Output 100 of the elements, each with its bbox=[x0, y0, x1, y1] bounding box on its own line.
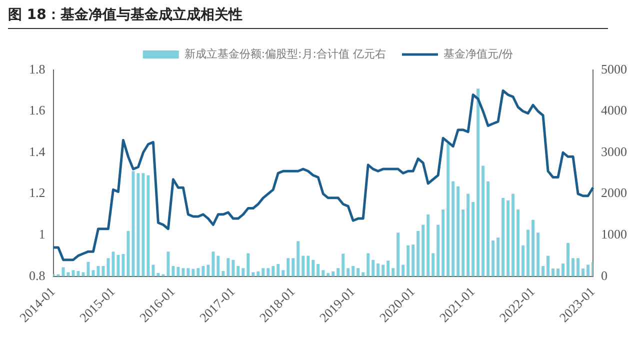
bar bbox=[232, 260, 235, 276]
bar bbox=[156, 273, 160, 276]
bar bbox=[176, 266, 180, 276]
bar bbox=[312, 260, 315, 276]
bar bbox=[226, 258, 230, 276]
bar bbox=[216, 256, 220, 276]
bar bbox=[582, 268, 585, 276]
y2-tick-label: 2000 bbox=[601, 185, 627, 200]
y2-tick-label: 5000 bbox=[601, 61, 627, 76]
y-tick-label: 1.6 bbox=[29, 102, 46, 118]
bar bbox=[422, 224, 425, 276]
bar bbox=[236, 266, 240, 276]
bar bbox=[292, 258, 295, 276]
bar bbox=[196, 268, 200, 276]
bar bbox=[206, 264, 210, 276]
bar bbox=[246, 253, 250, 276]
y2-tick-label: 1000 bbox=[601, 226, 627, 242]
legend-label: 基金净值元/份 bbox=[443, 47, 514, 60]
bar bbox=[346, 268, 350, 276]
bar bbox=[256, 271, 260, 276]
bar bbox=[412, 244, 415, 276]
bar bbox=[356, 268, 360, 276]
bar bbox=[486, 181, 490, 276]
bar bbox=[366, 253, 370, 276]
bar bbox=[492, 240, 495, 276]
bar bbox=[252, 272, 255, 276]
bar bbox=[402, 264, 405, 276]
bar bbox=[416, 230, 420, 276]
legend-label: 新成立基金份额:偏股型:月:合计值 亿元右 bbox=[184, 47, 386, 60]
bar bbox=[276, 264, 280, 276]
bar bbox=[96, 266, 100, 276]
y-tick-label: 1.8 bbox=[29, 61, 46, 76]
y-tick-label: 0.8 bbox=[29, 268, 46, 283]
bar bbox=[472, 202, 475, 276]
bar bbox=[552, 268, 555, 276]
bar bbox=[212, 252, 215, 276]
bar bbox=[336, 268, 340, 276]
bar bbox=[432, 253, 435, 276]
bar bbox=[456, 186, 460, 276]
bar bbox=[332, 271, 335, 276]
bar bbox=[532, 220, 535, 276]
bar bbox=[576, 258, 580, 276]
y-tick-label: 1.2 bbox=[29, 185, 46, 200]
bar bbox=[506, 200, 510, 276]
bar bbox=[172, 266, 175, 276]
bar bbox=[566, 242, 570, 276]
bar bbox=[556, 268, 560, 276]
bar bbox=[202, 266, 205, 276]
bar bbox=[406, 245, 410, 276]
bar bbox=[122, 254, 125, 276]
bar bbox=[316, 264, 320, 276]
y2-tick-label: 3000 bbox=[601, 144, 627, 159]
bar bbox=[392, 268, 395, 276]
bar bbox=[146, 175, 150, 276]
bar bbox=[152, 264, 155, 276]
bar bbox=[66, 272, 70, 276]
bar bbox=[376, 264, 380, 276]
bar bbox=[482, 166, 485, 276]
bar bbox=[382, 264, 385, 276]
chart-title: 图 18：基金净值与基金成立成相关性 bbox=[8, 6, 608, 29]
y2-tick-label: 4000 bbox=[601, 102, 627, 118]
bar bbox=[126, 230, 130, 276]
y-tick-label: 1 bbox=[38, 226, 46, 242]
bar bbox=[446, 143, 450, 276]
bar bbox=[526, 230, 530, 276]
bar bbox=[112, 252, 115, 276]
bar bbox=[186, 268, 190, 276]
bar bbox=[106, 258, 110, 276]
bar bbox=[496, 238, 500, 276]
bar bbox=[362, 272, 365, 276]
bar bbox=[546, 256, 550, 276]
bar bbox=[142, 173, 145, 276]
bar bbox=[166, 252, 170, 276]
bar bbox=[62, 267, 65, 276]
bar bbox=[426, 214, 430, 276]
bar bbox=[536, 232, 540, 276]
bar bbox=[572, 258, 575, 276]
bar bbox=[296, 241, 300, 276]
y-tick-label: 1.4 bbox=[29, 144, 46, 159]
bar bbox=[222, 270, 225, 276]
bar bbox=[242, 268, 245, 276]
bar bbox=[282, 270, 285, 276]
bar bbox=[72, 270, 75, 276]
bar bbox=[396, 232, 400, 276]
y2-tick-label: 0 bbox=[601, 268, 608, 283]
bar bbox=[102, 266, 105, 276]
bar bbox=[562, 264, 565, 276]
bar bbox=[586, 264, 590, 276]
bar bbox=[516, 209, 520, 276]
bar bbox=[342, 254, 345, 276]
bar bbox=[306, 256, 310, 276]
bar bbox=[476, 88, 480, 276]
bar bbox=[192, 268, 195, 276]
bar bbox=[462, 209, 465, 276]
bar bbox=[502, 198, 505, 276]
bar bbox=[136, 173, 140, 276]
bar bbox=[116, 254, 120, 276]
bar bbox=[82, 272, 85, 276]
bar bbox=[372, 260, 375, 276]
bar bbox=[352, 266, 355, 276]
